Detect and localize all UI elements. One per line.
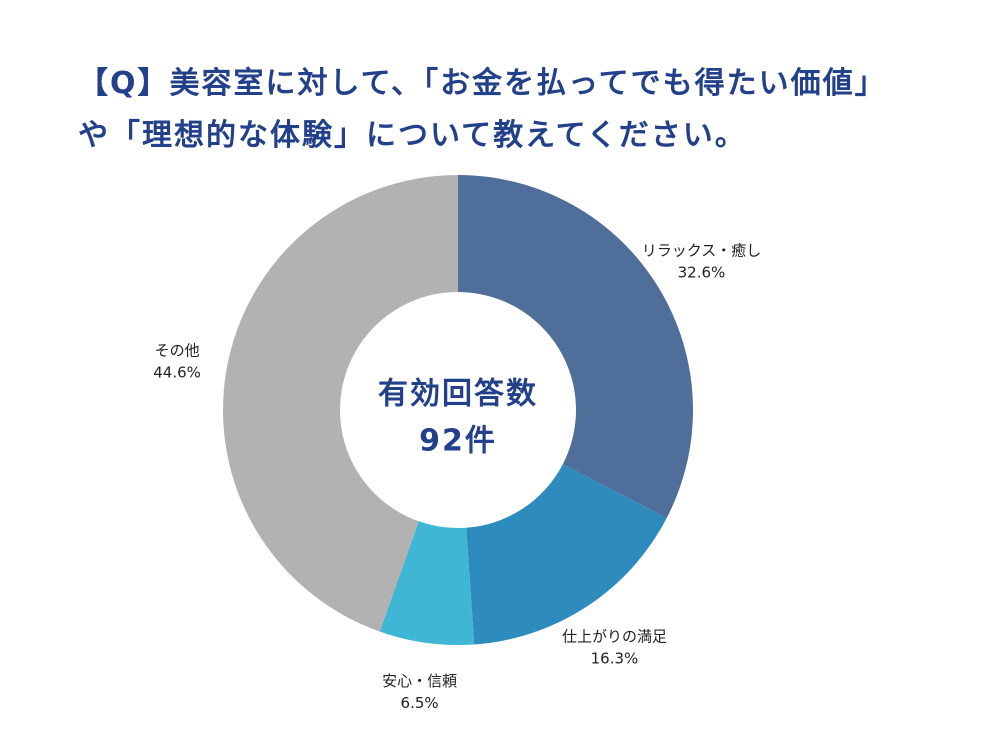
slice [223, 175, 458, 632]
slice-label: リラックス・癒し [642, 241, 762, 259]
chart-title: 【Q】美容室に対して、「お金を払ってでも得たい価値」や「理想的な体験」について教… [78, 66, 887, 153]
slice-label: 安心・信頼 [382, 672, 457, 690]
value-label: 32.6% [678, 263, 726, 281]
value-label: 16.3% [591, 650, 639, 668]
slice [458, 175, 693, 519]
slice-label: その他 [155, 341, 200, 359]
center-text: 有効回答数 [378, 377, 538, 412]
slice [379, 521, 475, 645]
slice-label: 仕上がりの満足 [562, 628, 667, 646]
slice [466, 464, 667, 645]
value-label: 6.5% [401, 694, 439, 712]
value-label: 44.6% [153, 363, 201, 381]
center-subtext: 92件 [419, 424, 497, 459]
